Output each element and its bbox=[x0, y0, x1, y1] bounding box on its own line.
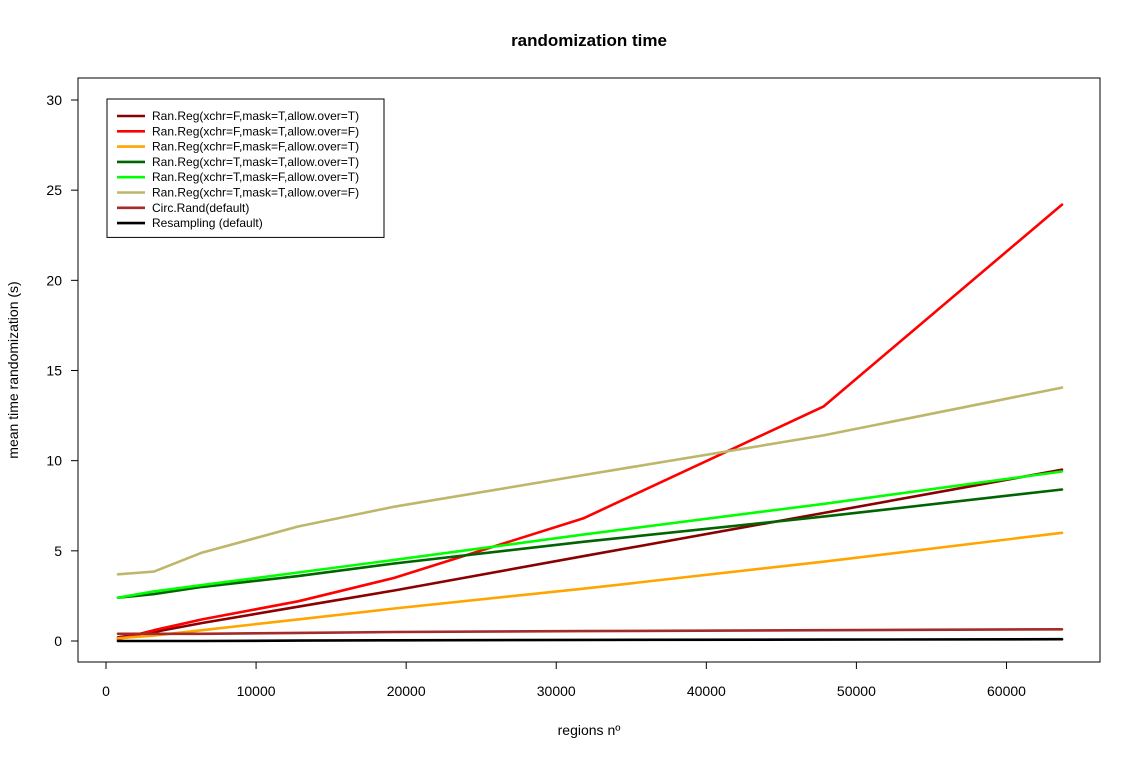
series-line-1 bbox=[116, 468, 1064, 639]
legend: Ran.Reg(xchr=F,mask=T,allow.over=T)Ran.R… bbox=[106, 98, 385, 238]
x-axis: 0 10000 20000 30000 40000 50000 60000 bbox=[102, 661, 1026, 699]
y-tick-label: 10 bbox=[46, 453, 62, 469]
y-axis: 0 5 10 15 20 25 30 bbox=[46, 92, 79, 649]
series-line-5 bbox=[116, 470, 1064, 600]
y-tick-label: 30 bbox=[46, 92, 62, 108]
x-tick-label: 60000 bbox=[987, 683, 1026, 699]
x-tick-label: 40000 bbox=[687, 683, 726, 699]
chart-title: randomization time bbox=[511, 31, 667, 50]
series-line-3 bbox=[116, 531, 1064, 640]
legend-label: Circ.Rand(default) bbox=[152, 201, 249, 215]
legend-label: Ran.Reg(xchr=F,mask=T,allow.over=F) bbox=[152, 124, 359, 138]
legend-box bbox=[106, 98, 385, 238]
x-tick-label: 20000 bbox=[387, 683, 426, 699]
legend-label: Ran.Reg(xchr=T,mask=F,allow.over=T) bbox=[152, 170, 359, 184]
series-line-8 bbox=[116, 637, 1064, 643]
series-line-2 bbox=[116, 203, 1064, 641]
x-tick-label: 10000 bbox=[237, 683, 276, 699]
y-tick-label: 25 bbox=[46, 182, 62, 198]
series-line-6 bbox=[116, 386, 1064, 576]
y-axis-label: mean time randomization (s) bbox=[5, 281, 21, 458]
legend-label: Ran.Reg(xchr=T,mask=T,allow.over=F) bbox=[152, 186, 359, 200]
legend-label: Ran.Reg(xchr=F,mask=F,allow.over=T) bbox=[152, 140, 359, 154]
y-tick-label: 0 bbox=[54, 633, 62, 649]
y-tick-label: 20 bbox=[46, 272, 62, 288]
series-line-7 bbox=[116, 627, 1064, 636]
legend-label: Resampling (default) bbox=[152, 216, 263, 230]
y-tick-label: 5 bbox=[54, 543, 62, 559]
x-axis-label: regions nº bbox=[558, 722, 621, 738]
y-tick-label: 15 bbox=[46, 363, 62, 379]
x-tick-label: 0 bbox=[102, 683, 110, 699]
series-group bbox=[116, 203, 1064, 643]
legend-label: Ran.Reg(xchr=T,mask=T,allow.over=T) bbox=[152, 155, 359, 169]
legend-label: Ran.Reg(xchr=F,mask=T,allow.over=T) bbox=[152, 109, 359, 123]
x-tick-label: 50000 bbox=[837, 683, 876, 699]
series-line-4 bbox=[116, 488, 1064, 600]
x-tick-label: 30000 bbox=[537, 683, 576, 699]
